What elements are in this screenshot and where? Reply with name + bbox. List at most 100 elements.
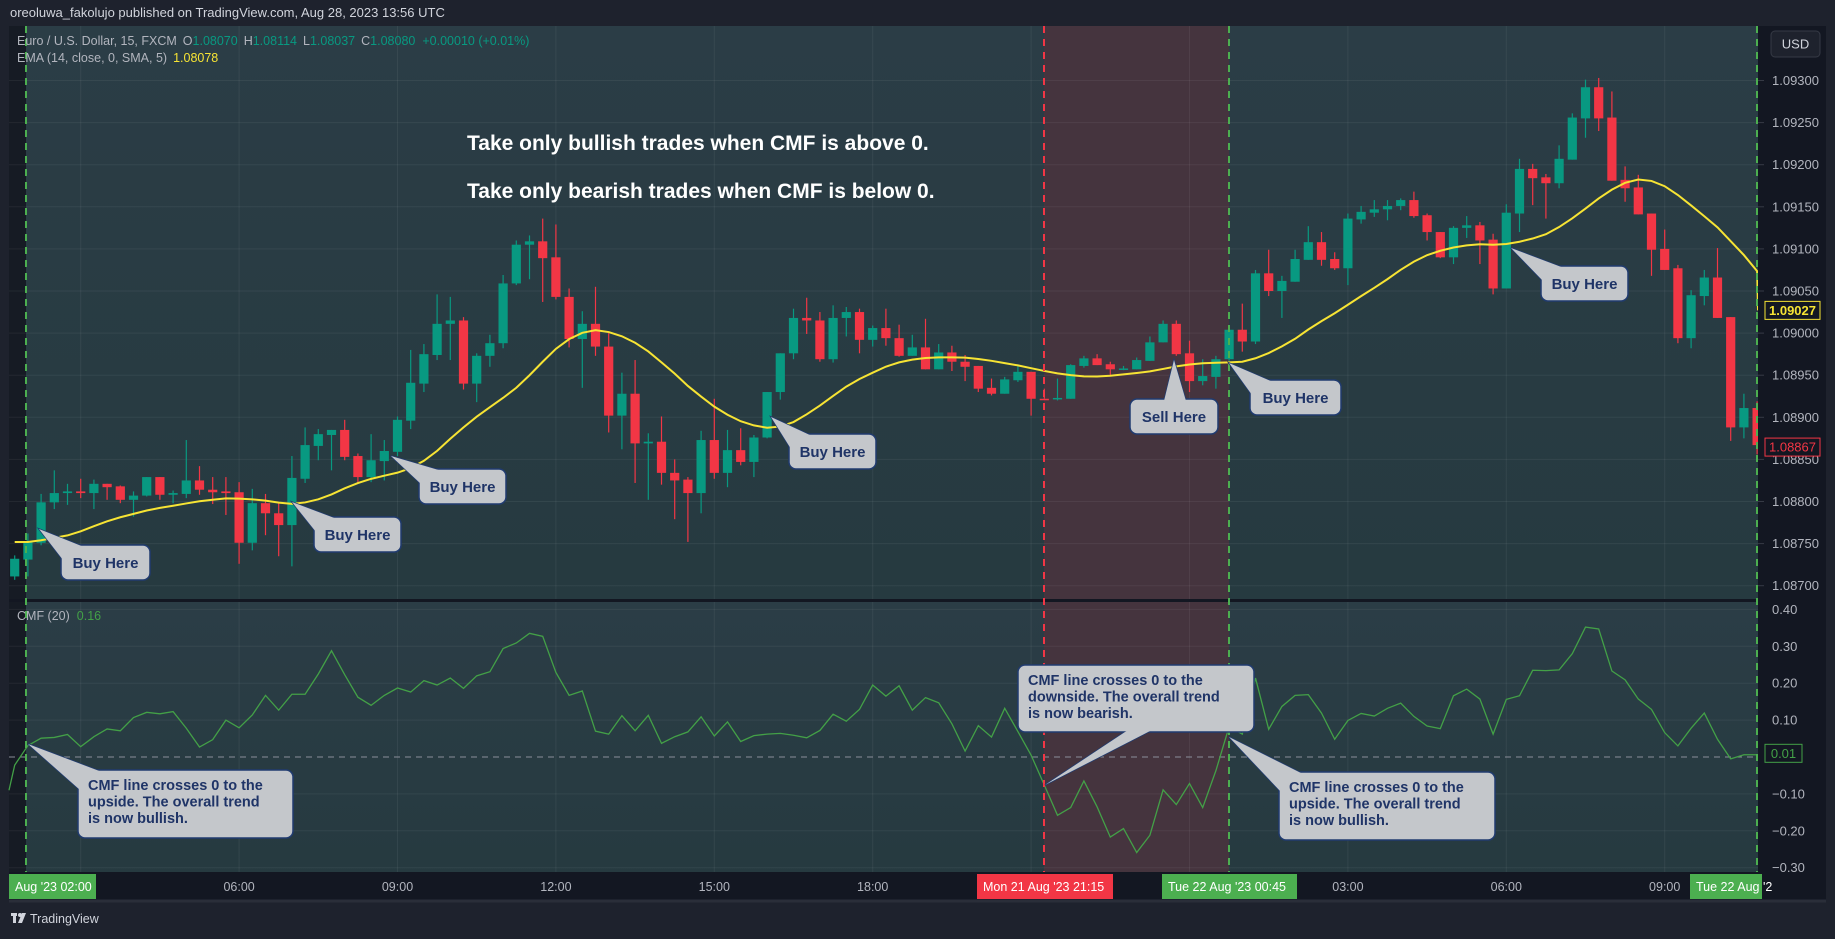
candle — [1673, 264, 1683, 344]
currency-button[interactable] — [1770, 30, 1821, 58]
candle — [564, 288, 574, 348]
candle-body — [1052, 397, 1063, 400]
callout-buy1: Buy Here — [36, 527, 151, 581]
candle — [1171, 320, 1181, 356]
candle-body — [722, 450, 733, 473]
candle — [49, 470, 59, 510]
close-label: C — [361, 34, 370, 48]
candle — [1620, 166, 1630, 202]
candle-body — [194, 480, 205, 490]
candle-body — [1382, 205, 1393, 210]
candle-body — [868, 328, 878, 340]
last-close-value: 1.08867 — [1769, 440, 1816, 455]
candle — [76, 478, 86, 499]
candle-body — [577, 323, 587, 339]
candle — [1316, 232, 1327, 266]
candle-body — [313, 434, 323, 446]
candle-body — [89, 483, 99, 494]
ema-legend[interactable]: EMA (14, close, 0, SMA, 5) 1.08078 — [17, 51, 218, 65]
candle — [1514, 158, 1525, 233]
candle — [894, 324, 904, 357]
candle-body — [472, 355, 482, 384]
callout-text-line: is now bearish. — [1028, 706, 1133, 722]
candle — [10, 555, 20, 580]
tradingview-logo[interactable]: TradingView — [11, 912, 100, 926]
candle — [1554, 145, 1564, 189]
candle — [1528, 163, 1538, 206]
candle-body — [841, 312, 851, 318]
ema-label: EMA (14, close, 0, SMA, 5) — [17, 51, 167, 65]
price-tick-label: 1.09000 — [1772, 326, 1819, 341]
candle — [168, 490, 178, 504]
candle-body — [379, 450, 389, 462]
callout-text-line: upside. The overall trend — [1289, 797, 1461, 813]
callout-buy2: Buy Here — [289, 500, 402, 553]
candle — [1607, 91, 1617, 181]
price-tick-label: 1.09150 — [1772, 199, 1819, 214]
candle — [472, 353, 482, 403]
headline-line-1: Take only bullish trades when CMF is abo… — [467, 132, 929, 155]
candle — [181, 440, 191, 499]
candle-body — [1607, 117, 1617, 181]
candle-body — [538, 241, 548, 259]
callout-box — [1540, 265, 1629, 302]
candle-body — [406, 382, 416, 421]
last-close-label: 1.08867 — [1764, 437, 1821, 457]
currency-label: USD — [1782, 37, 1809, 52]
candle — [1699, 269, 1709, 306]
candle-body — [1171, 323, 1181, 355]
callout-text: Buy Here — [73, 555, 139, 572]
candle — [788, 308, 799, 360]
callout-buy5: Buy Here — [1226, 361, 1342, 416]
candle-body — [854, 312, 865, 340]
candle — [841, 306, 851, 337]
candle-body — [102, 483, 112, 488]
candle — [604, 333, 614, 433]
candle-body — [498, 283, 508, 344]
cmf-tick-label: −0.10 — [1772, 786, 1805, 801]
candle — [1105, 361, 1115, 377]
candle — [128, 491, 139, 517]
candle-body — [1303, 242, 1313, 260]
candle — [736, 428, 746, 466]
cmf-legend[interactable]: CMF (20) 0.16 — [17, 609, 101, 623]
price-tick-label: 1.08900 — [1772, 410, 1819, 425]
candle — [1343, 213, 1353, 286]
candle-body — [260, 503, 271, 514]
publisher-line: oreoluwa_fakolujo published on TradingVi… — [10, 5, 445, 20]
candle — [630, 360, 640, 483]
candle-body — [973, 365, 983, 389]
callout-text-line: is now bullish. — [88, 811, 188, 827]
candle — [458, 317, 469, 390]
time-axis[interactable] — [9, 872, 1826, 901]
callout-box — [1249, 379, 1342, 416]
price-pane[interactable] — [9, 26, 1758, 599]
gridlines — [9, 26, 1758, 872]
candle-body — [353, 456, 363, 478]
cmf-tick-label: −0.30 — [1772, 860, 1805, 875]
candle — [1118, 365, 1129, 371]
cmf-series — [8, 626, 1758, 854]
candle-body — [986, 387, 997, 394]
candle — [142, 477, 152, 497]
candle — [1079, 355, 1089, 368]
candle — [656, 416, 667, 485]
candle — [1567, 113, 1577, 160]
time-marker-label: Mon 21 Aug '23 21:15 — [977, 874, 1113, 899]
tradingview-logo-icon — [11, 913, 26, 923]
candle — [1594, 77, 1604, 132]
candle — [577, 311, 587, 388]
candle-body — [881, 328, 891, 339]
candle-body — [670, 472, 680, 481]
candle-body — [1396, 200, 1406, 206]
candle — [406, 349, 416, 430]
candle — [1303, 226, 1313, 260]
candle-body — [1594, 87, 1604, 119]
cmf-value: 0.16 — [77, 609, 101, 623]
candle-body — [1211, 359, 1221, 377]
candle-body — [1145, 342, 1155, 361]
candle — [1488, 233, 1498, 295]
candle — [1369, 200, 1379, 217]
candle — [722, 429, 733, 488]
